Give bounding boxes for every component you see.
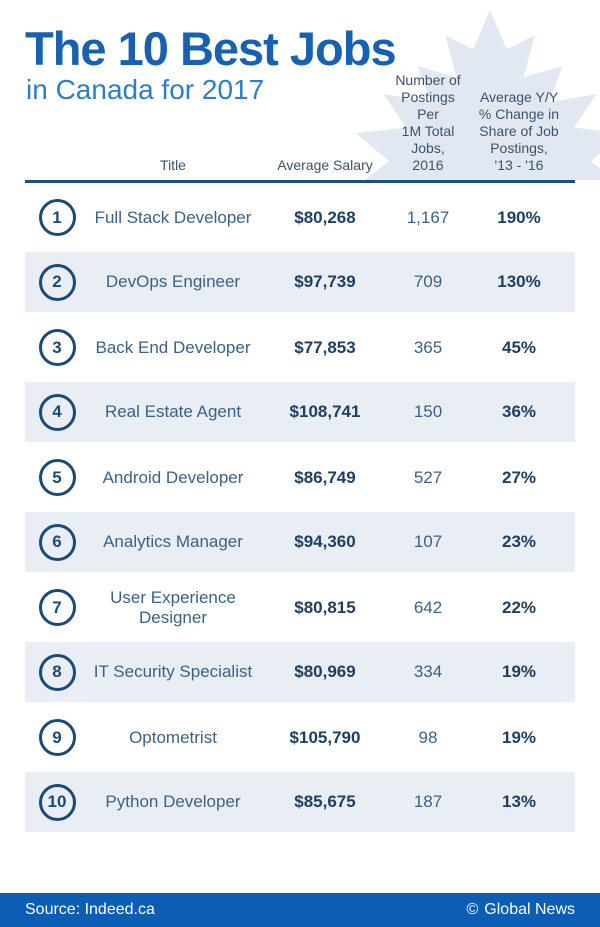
change-value: 22%	[501, 597, 537, 617]
column-headers: Title Average Salary Number of Postings …	[25, 72, 575, 174]
rank-badge: 10	[38, 783, 76, 821]
change-value: 19%	[501, 662, 537, 681]
rank-number: 4	[52, 402, 62, 421]
salary-value: $108,741	[289, 402, 361, 421]
rank-badge: 3	[38, 329, 76, 366]
column-header-title: Title	[160, 156, 186, 173]
page-title: The 10 Best Jobs	[25, 22, 397, 75]
table-row: 10 Python Developer $85,675 187 13%	[25, 770, 575, 835]
change-value: 13%	[501, 792, 537, 811]
rank-badge: 4	[38, 393, 76, 431]
postings-value: 150	[413, 402, 443, 421]
publisher-name: Global News	[484, 901, 575, 918]
rank-number: 6	[52, 532, 62, 551]
column-header-change: Average Y/Y % Change in Share of Job Pos…	[478, 88, 560, 173]
postings-value: 187	[413, 792, 443, 811]
rank-badge: 2	[38, 263, 76, 301]
job-title: DevOps Engineer	[105, 272, 241, 292]
salary-value: $80,815	[294, 597, 356, 617]
header-divider	[25, 180, 575, 183]
rank-number: 3	[52, 337, 62, 357]
job-title: Python Developer	[105, 792, 241, 812]
table-row: 8 IT Security Specialist $80,969 334 19%	[25, 640, 575, 705]
job-title: Real Estate Agent	[104, 402, 242, 422]
table-row: 5 Android Developer $86,749 527 27%	[25, 445, 575, 510]
salary-value: $94,360	[294, 532, 356, 551]
change-value: 190%	[497, 207, 541, 227]
publisher-brand: © Global News	[467, 901, 576, 919]
column-header-salary: Average Salary	[277, 156, 373, 173]
job-title: Android Developer	[102, 467, 244, 487]
postings-value: 1,167	[406, 207, 450, 227]
jobs-table: 1 Full Stack Developer $80,268 1,167 190…	[25, 185, 575, 835]
rank-badge: 7	[38, 589, 76, 626]
page-subtitle: in Canada for 2017	[26, 74, 265, 106]
change-value: 36%	[501, 402, 537, 421]
postings-value: 709	[413, 272, 443, 291]
change-value: 130%	[497, 272, 541, 291]
table-row: 1 Full Stack Developer $80,268 1,167 190…	[25, 185, 575, 250]
maple-leaf-icon	[355, 10, 600, 180]
change-value: 45%	[501, 337, 537, 357]
job-title: Full Stack Developer	[94, 207, 252, 227]
rank-number: 5	[52, 467, 62, 487]
title-block: The 10 Best Jobs in Canada for 2017	[0, 0, 600, 106]
rank-number: 8	[52, 662, 62, 681]
header: The 10 Best Jobs in Canada for 2017 Titl…	[0, 0, 600, 180]
table-row: 7 User Experience Designer $80,815 642 2…	[25, 575, 575, 640]
salary-value: $86,749	[294, 467, 356, 487]
rank-number: 2	[52, 272, 62, 291]
table-row: 6 Analytics Manager $94,360 107 23%	[25, 510, 575, 575]
column-header-postings: Number of Postings Per 1M Total Jobs, 20…	[395, 71, 461, 173]
postings-value: 334	[413, 662, 443, 681]
job-title: Optometrist	[129, 727, 217, 747]
job-title: Analytics Manager	[103, 532, 243, 552]
rank-number: 1	[52, 207, 62, 227]
rank-number: 7	[52, 597, 62, 617]
salary-value: $80,969	[294, 662, 356, 681]
table-row: 2 DevOps Engineer $97,739 709 130%	[25, 250, 575, 315]
source-label: Source: Indeed.ca	[25, 901, 155, 918]
job-title: User Experience Designer	[110, 587, 236, 627]
rank-badge: 9	[38, 719, 76, 756]
change-value: 23%	[501, 532, 537, 551]
job-title: Back End Developer	[95, 337, 251, 357]
job-title: IT Security Specialist	[93, 662, 253, 682]
change-value: 27%	[501, 467, 537, 487]
rank-number: 9	[52, 727, 62, 747]
salary-value: $97,739	[294, 272, 356, 291]
rank-number: 10	[47, 792, 67, 811]
postings-value: 365	[413, 337, 443, 357]
table-row: 4 Real Estate Agent $108,741 150 36%	[25, 380, 575, 445]
copyright-icon: ©	[466, 901, 479, 918]
postings-value: 98	[418, 727, 438, 747]
change-value: 19%	[501, 727, 537, 747]
rank-badge: 5	[38, 459, 76, 496]
salary-value: $85,675	[294, 792, 356, 811]
salary-value: $80,268	[294, 207, 356, 227]
rank-badge: 6	[38, 523, 76, 561]
postings-value: 642	[413, 597, 443, 617]
table-row: 9 Optometrist $105,790 98 19%	[25, 705, 575, 770]
postings-value: 107	[413, 532, 443, 551]
postings-value: 527	[413, 467, 443, 487]
table-row: 3 Back End Developer $77,853 365 45%	[25, 315, 575, 380]
rank-badge: 1	[38, 199, 76, 236]
salary-value: $77,853	[294, 337, 356, 357]
salary-value: $105,790	[289, 727, 361, 747]
footer-bar: Source: Indeed.ca © Global News	[0, 893, 600, 927]
rank-badge: 8	[38, 653, 76, 691]
